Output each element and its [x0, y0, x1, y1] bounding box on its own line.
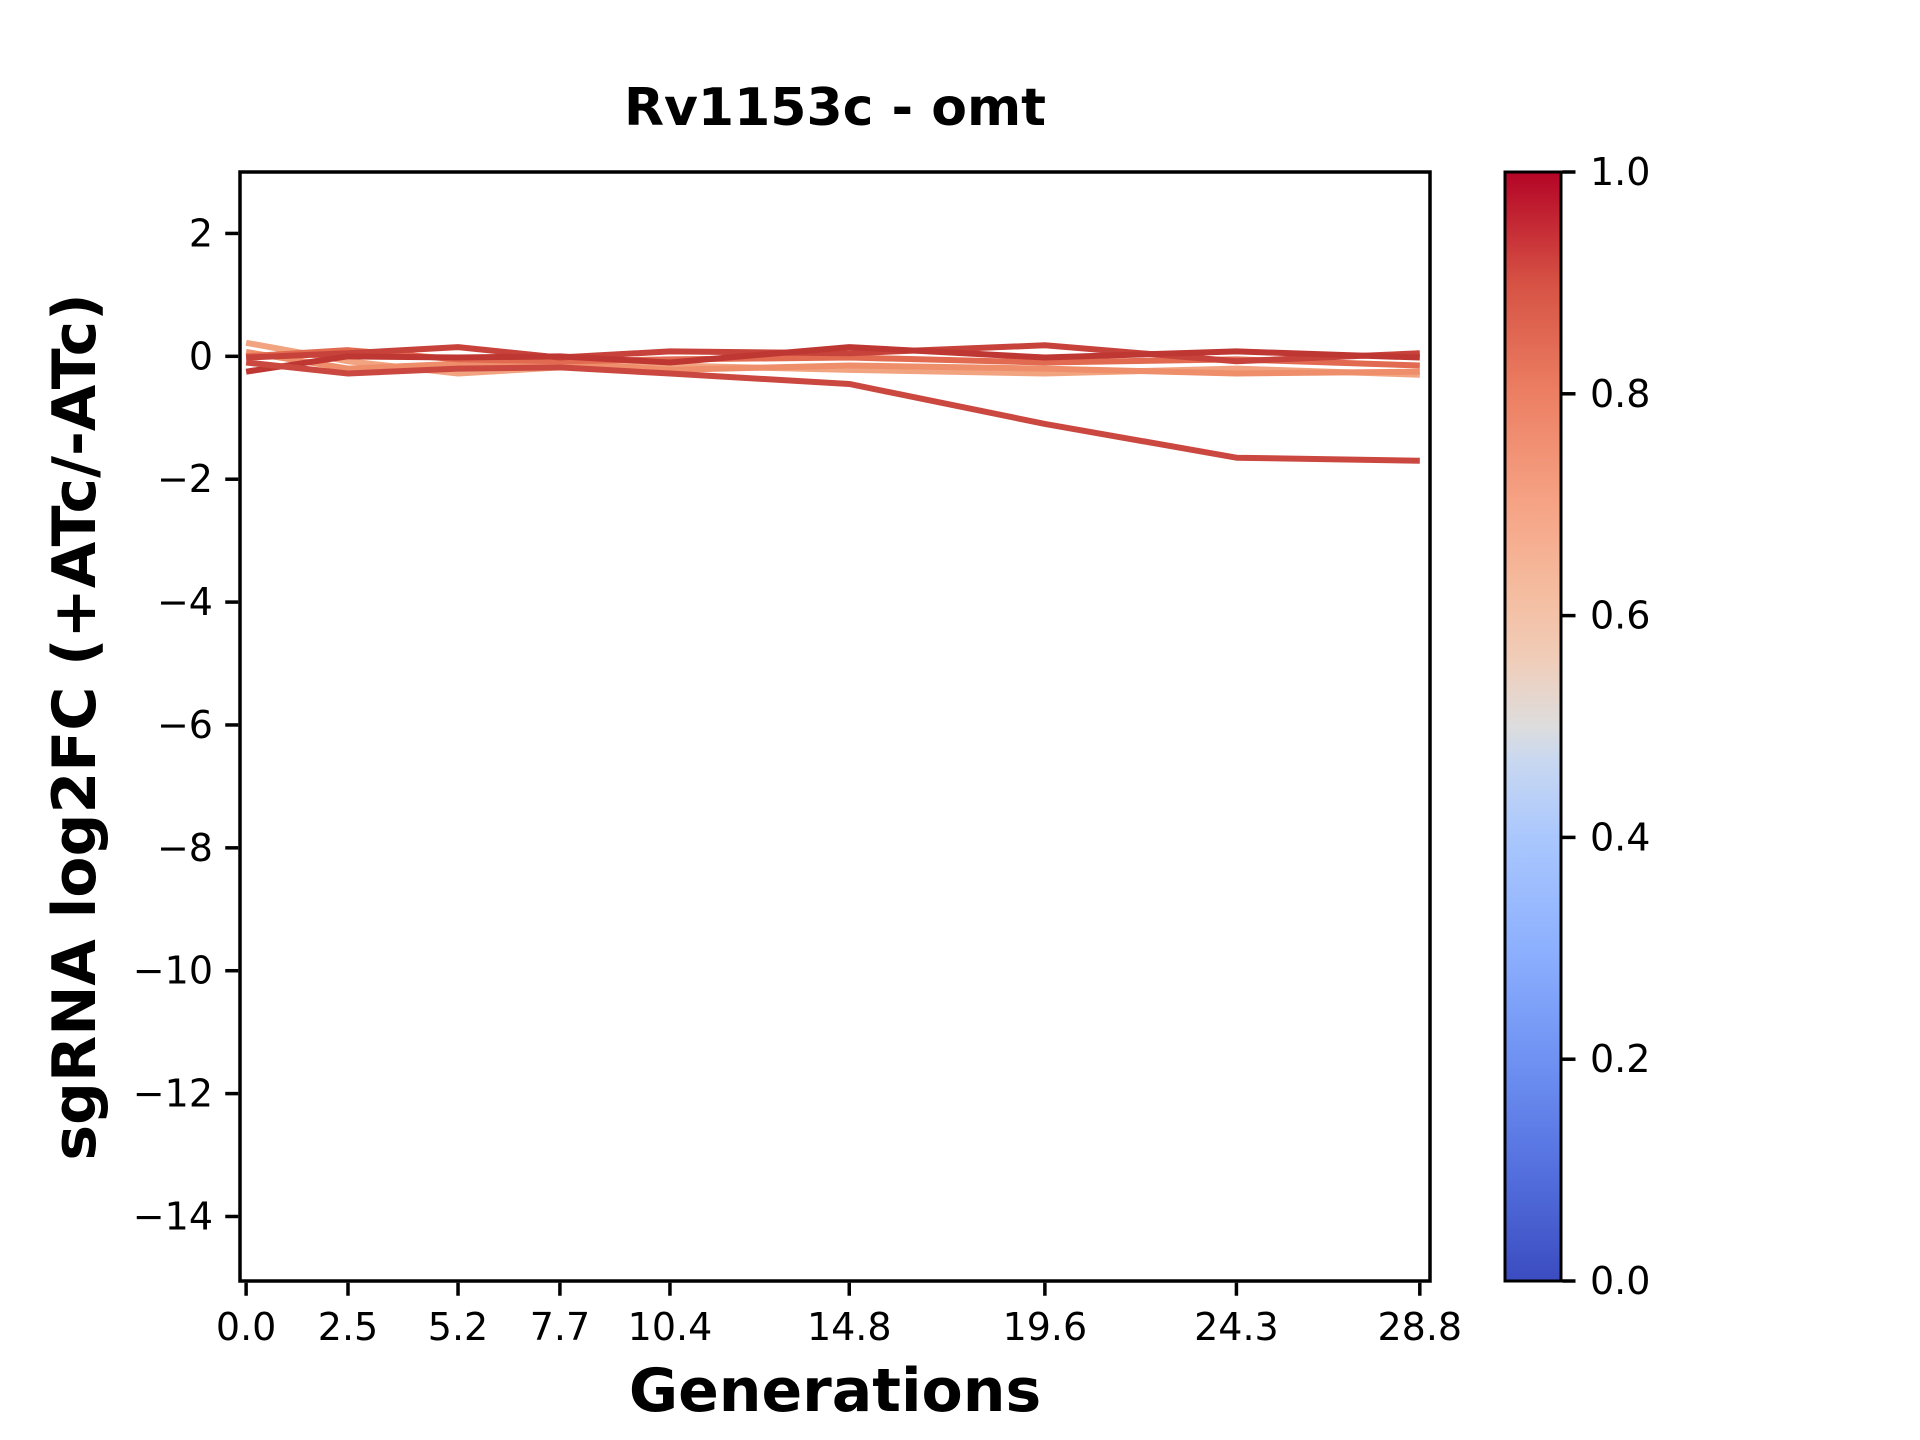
- y-tick-label: −2: [157, 457, 213, 501]
- x-axis-label: Generations: [628, 1356, 1042, 1426]
- y-tick-label: −8: [157, 826, 213, 870]
- y-tick-label: −10: [133, 949, 213, 993]
- series-line-5: [245, 344, 1420, 375]
- y-tick-label: 0: [189, 334, 213, 378]
- x-tick-label: 14.8: [807, 1305, 892, 1349]
- x-tick-label: 5.2: [428, 1305, 488, 1349]
- axes-spines: [238, 170, 1432, 1283]
- x-tick-label: 0.0: [216, 1305, 276, 1349]
- series-line-6: [245, 359, 1420, 464]
- colorbar-tick-label: 0.2: [1590, 1037, 1650, 1081]
- x-tick-label: 24.3: [1194, 1305, 1279, 1349]
- x-tick-label: 2.5: [318, 1305, 378, 1349]
- colorbar-tick-label: 0.0: [1590, 1259, 1650, 1303]
- series-line-2: [245, 349, 1420, 377]
- y-tick-label: −12: [133, 1072, 213, 1116]
- colorbar-outline: [1503, 170, 1563, 1283]
- y-tick-label: −6: [157, 703, 213, 747]
- y-tick-label: 2: [189, 211, 213, 255]
- colorbar-tick-label: 0.8: [1590, 372, 1650, 416]
- y-tick-label: −4: [157, 580, 213, 624]
- colorbar-tick-label: 1.0: [1590, 150, 1650, 194]
- x-tick-label: 28.8: [1378, 1305, 1463, 1349]
- y-tick-label: −14: [133, 1194, 213, 1238]
- colorbar: [1505, 172, 1561, 1281]
- x-tick-label: 10.4: [628, 1305, 713, 1349]
- x-tick-label: 19.6: [1003, 1305, 1088, 1349]
- colorbar-tick-label: 0.6: [1590, 594, 1650, 638]
- x-tick-label: 7.7: [530, 1305, 590, 1349]
- chart-title: Rv1153c - omt: [623, 78, 1047, 138]
- colorbar-tick-label: 0.4: [1590, 815, 1650, 859]
